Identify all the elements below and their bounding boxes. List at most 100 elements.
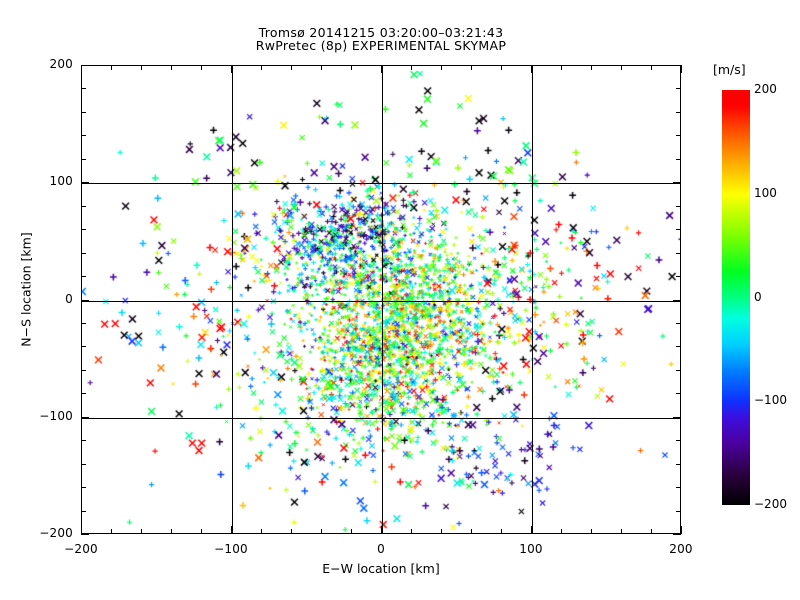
x-tick-top xyxy=(561,65,562,70)
x-tick-top xyxy=(291,65,292,70)
x-tick-top xyxy=(171,65,172,70)
x-major-tick xyxy=(381,526,382,534)
colorbar-unit-label: [m/s] xyxy=(713,62,746,77)
x-minor-tick xyxy=(501,529,502,534)
y-tick-right xyxy=(676,393,681,394)
y-minor-tick xyxy=(81,276,86,277)
y-minor-tick xyxy=(81,323,86,324)
x-minor-tick xyxy=(411,529,412,534)
x-minor-tick xyxy=(261,529,262,534)
x-minor-tick xyxy=(171,529,172,534)
x-minor-tick xyxy=(561,529,562,534)
x-tick-top xyxy=(261,65,262,70)
y-tick-right xyxy=(673,534,681,535)
y-major-tick xyxy=(81,300,89,301)
y-minor-tick xyxy=(81,112,86,113)
gridline-horizontal xyxy=(82,301,680,302)
y-minor-tick xyxy=(81,487,86,488)
y-tick-right xyxy=(676,253,681,254)
y-tick-label: −200 xyxy=(39,526,73,540)
x-major-tick xyxy=(531,526,532,534)
y-minor-tick xyxy=(81,370,86,371)
y-tick-right xyxy=(676,464,681,465)
y-tick-label: 100 xyxy=(49,174,73,189)
gridline-vertical xyxy=(382,66,383,533)
x-minor-tick xyxy=(471,529,472,534)
y-minor-tick xyxy=(81,511,86,512)
x-major-tick xyxy=(231,526,232,534)
colorbar-tick-label: 0 xyxy=(754,289,762,304)
y-minor-tick xyxy=(81,346,86,347)
plot-title: Tromsø 20141215 03:20:00–03:21:43 RwPret… xyxy=(81,26,681,52)
x-tick-top xyxy=(531,65,532,73)
x-tick-top xyxy=(231,65,232,73)
y-major-tick xyxy=(81,182,89,183)
x-tick-top xyxy=(681,65,682,73)
y-minor-tick xyxy=(81,229,86,230)
y-minor-tick xyxy=(81,253,86,254)
y-tick-right xyxy=(676,440,681,441)
x-tick-top xyxy=(201,65,202,70)
scatter-points-layer xyxy=(82,66,680,533)
colorbar-gradient xyxy=(722,90,750,505)
y-major-tick xyxy=(81,417,89,418)
y-tick-right xyxy=(676,370,681,371)
title-line-2: RwPretec (8p) EXPERIMENTAL SKYMAP xyxy=(255,38,507,53)
x-minor-tick xyxy=(141,529,142,534)
y-tick-label: 200 xyxy=(49,57,73,71)
x-minor-tick xyxy=(291,529,292,534)
x-minor-tick xyxy=(651,529,652,534)
colorbar-tick-label: 100 xyxy=(754,185,777,200)
y-major-tick xyxy=(81,534,89,535)
x-tick-top xyxy=(321,65,322,70)
y-minor-tick xyxy=(81,159,86,160)
x-tick-top xyxy=(81,65,82,73)
gridline-horizontal xyxy=(82,418,680,419)
gridline-horizontal xyxy=(82,183,680,184)
y-tick-right xyxy=(673,182,681,183)
x-minor-tick xyxy=(351,529,352,534)
x-tick-top xyxy=(351,65,352,70)
y-tick-label: 0 xyxy=(65,291,73,306)
x-minor-tick xyxy=(111,529,112,534)
x-minor-tick xyxy=(591,529,592,534)
x-minor-tick xyxy=(441,529,442,534)
y-tick-right xyxy=(673,300,681,301)
y-minor-tick xyxy=(81,88,86,89)
y-major-tick xyxy=(81,65,89,66)
x-tick-label: 0 xyxy=(377,542,385,556)
x-tick-top xyxy=(381,65,382,73)
colorbar-tick-label: −100 xyxy=(754,393,787,408)
y-axis-label: N−S location [km] xyxy=(18,232,34,347)
x-tick-label: 200 xyxy=(669,542,693,556)
scatter-plot-axes xyxy=(81,65,681,534)
x-tick-top xyxy=(111,65,112,70)
y-tick-right xyxy=(676,229,681,230)
x-axis-label: E−W location [km] xyxy=(322,561,440,576)
y-minor-tick xyxy=(81,206,86,207)
x-tick-top xyxy=(621,65,622,70)
colorbar xyxy=(722,90,750,505)
x-minor-tick xyxy=(621,529,622,534)
x-major-tick xyxy=(681,526,682,534)
x-tick-label: −100 xyxy=(214,542,248,556)
x-tick-label: −200 xyxy=(64,542,98,556)
gridline-vertical xyxy=(232,66,233,533)
x-tick-top xyxy=(141,65,142,70)
y-tick-right xyxy=(676,511,681,512)
y-tick-right xyxy=(676,159,681,160)
y-tick-right xyxy=(676,487,681,488)
gridline-vertical xyxy=(532,66,533,533)
y-tick-right xyxy=(673,417,681,418)
y-tick-right xyxy=(676,323,681,324)
y-tick-right xyxy=(676,112,681,113)
y-tick-right xyxy=(676,276,681,277)
x-tick-top xyxy=(591,65,592,70)
x-tick-top xyxy=(411,65,412,70)
x-tick-top xyxy=(651,65,652,70)
x-tick-label: 100 xyxy=(519,542,543,556)
colorbar-tick-label: 200 xyxy=(754,82,777,96)
y-minor-tick xyxy=(81,135,86,136)
y-tick-right xyxy=(676,88,681,89)
